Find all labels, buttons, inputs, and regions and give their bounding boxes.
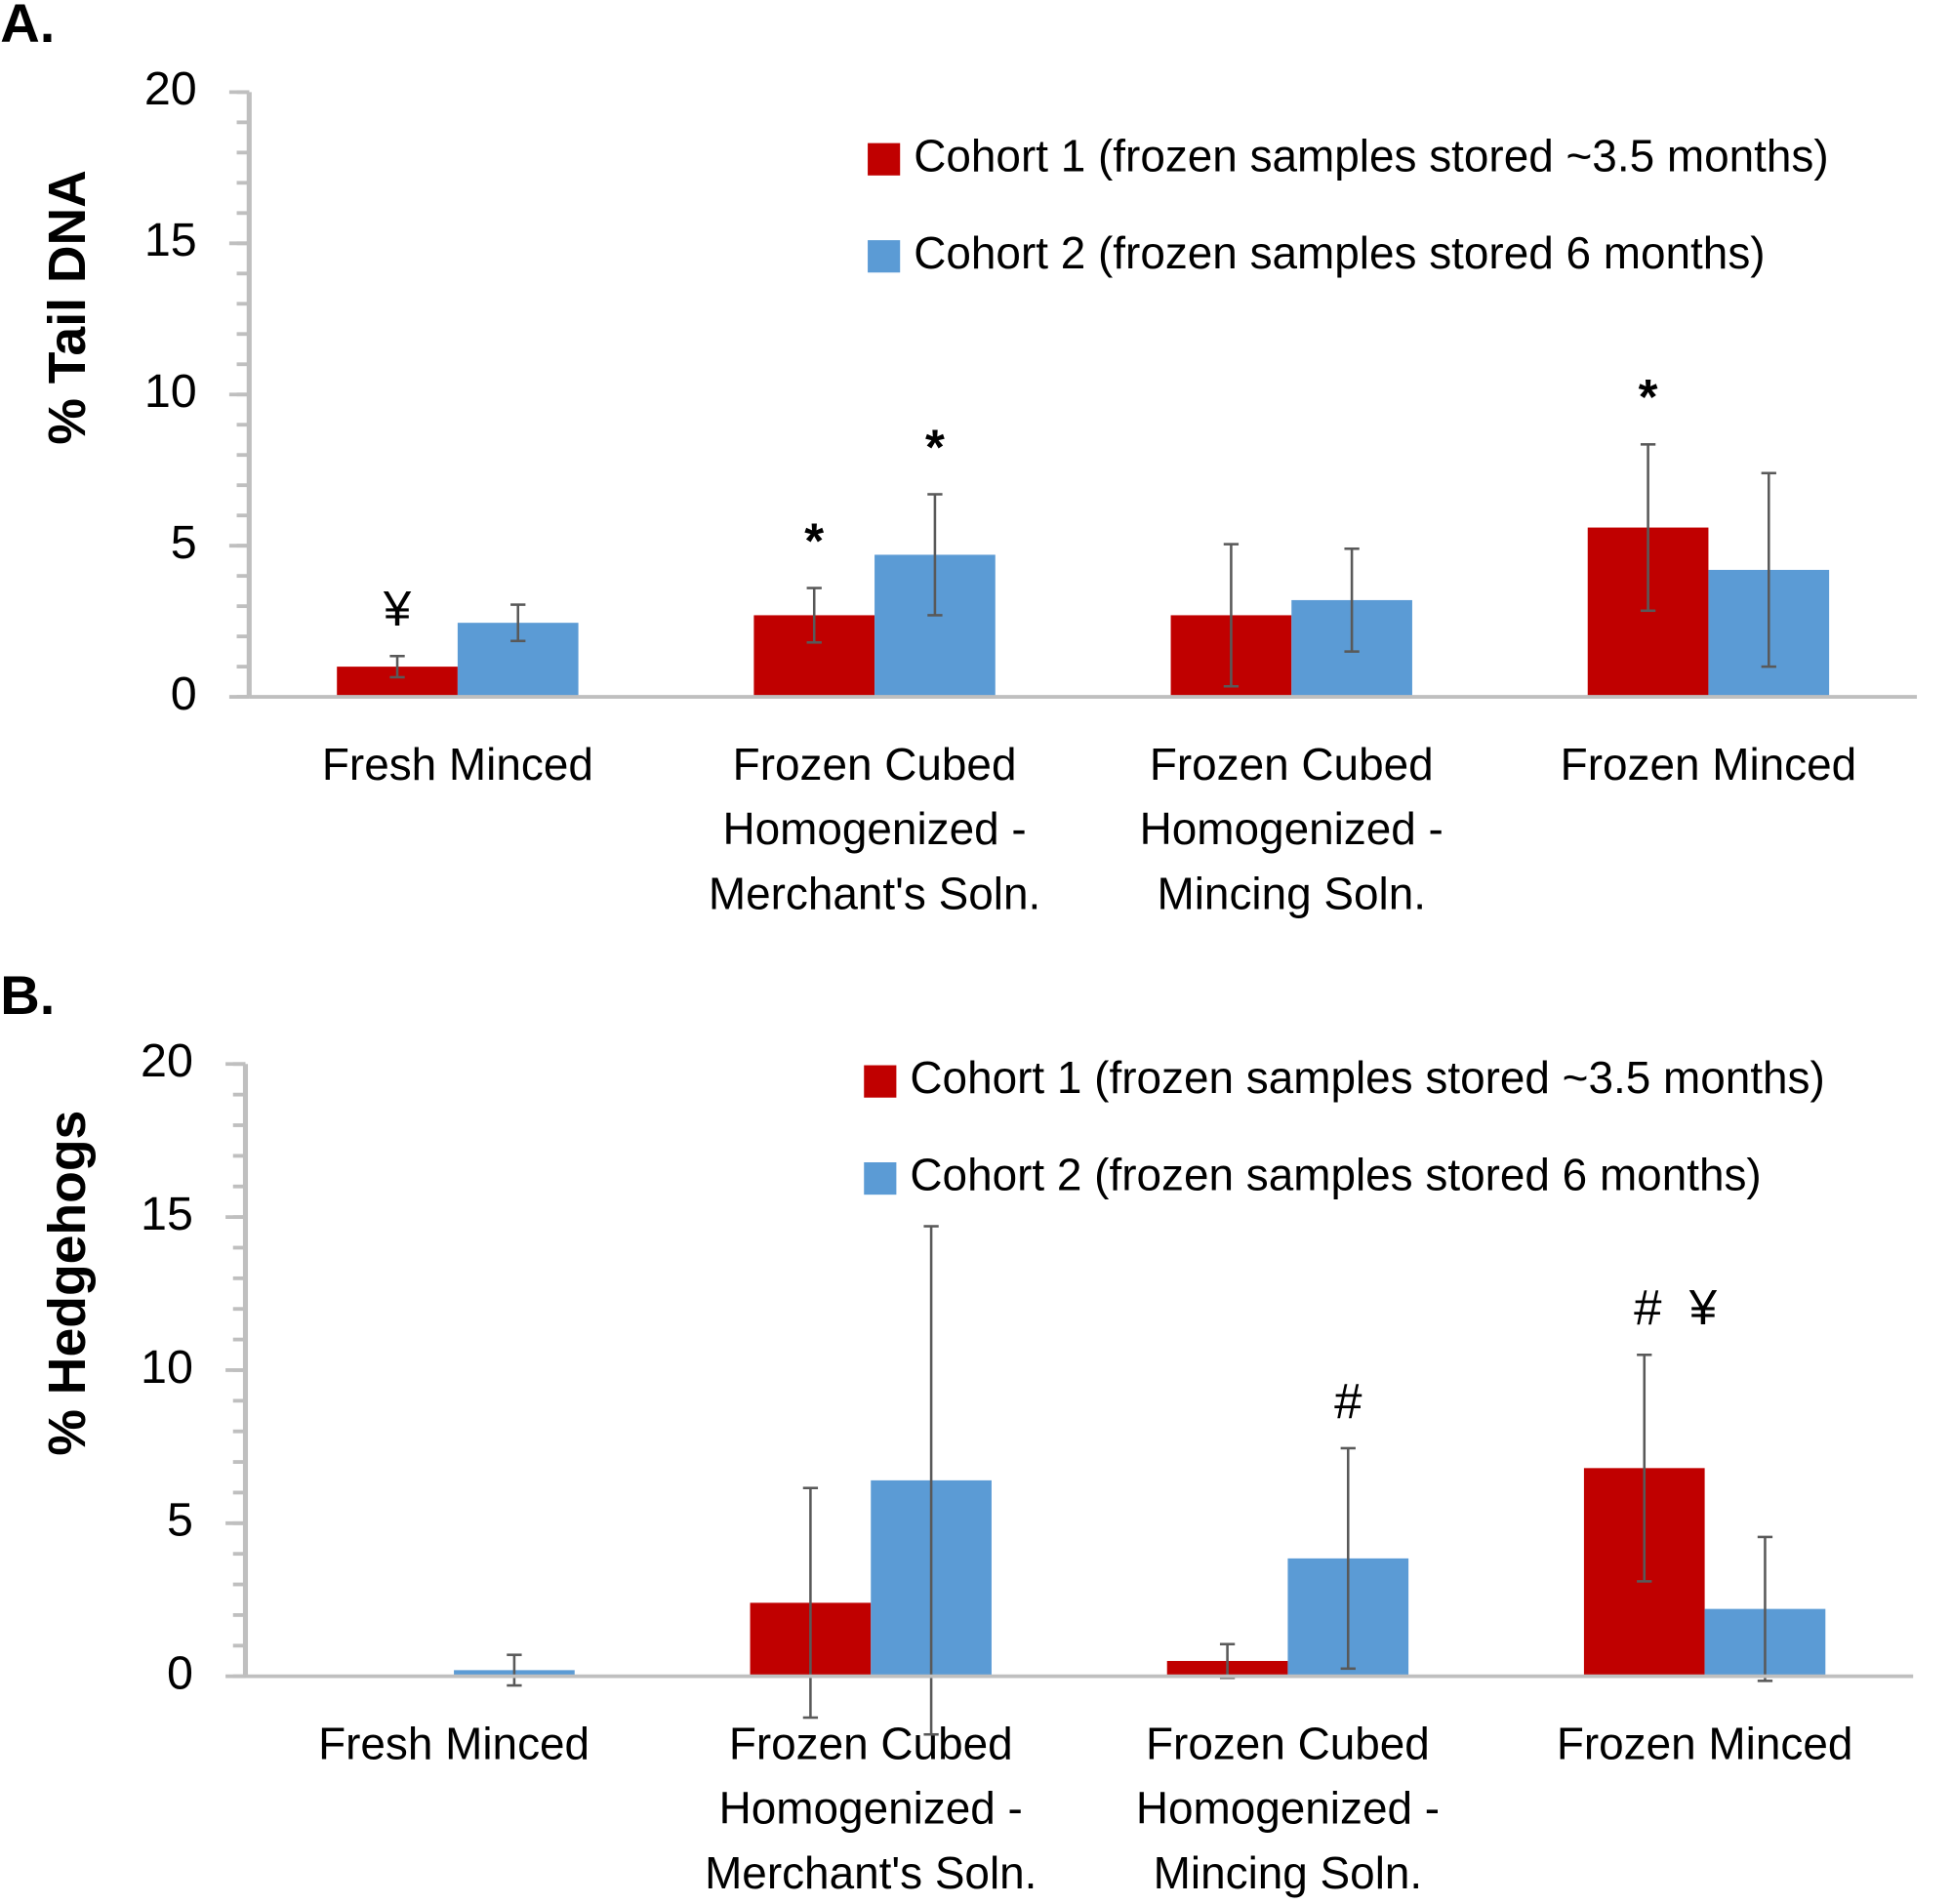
y-tick-label: 10 — [141, 1341, 193, 1394]
x-tick-label: Frozen Cubed Homogenized -Merchant's Soln… — [705, 1718, 1037, 1898]
panel-label: A. — [0, 0, 55, 54]
legend-swatch — [864, 1065, 897, 1098]
legend-label: Cohort 1 (frozen samples stored ~3.5 mon… — [910, 1052, 1824, 1103]
legend-swatch — [864, 1162, 897, 1195]
legend-label: Cohort 2 (frozen samples stored 6 months… — [914, 227, 1765, 278]
y-tick-label: 0 — [171, 668, 197, 720]
annotation: * — [1639, 369, 1658, 425]
y-tick-label: 10 — [144, 365, 197, 418]
annotation: # ¥ — [1634, 1279, 1718, 1335]
legend-swatch — [868, 142, 901, 176]
x-tick-label: Fresh Minced — [322, 739, 593, 790]
y-tick-label: 20 — [144, 62, 197, 115]
y-tick-label: 15 — [144, 214, 197, 266]
annotation: ¥ — [383, 581, 412, 636]
y-tick-label: 5 — [167, 1494, 193, 1547]
annotation: * — [804, 512, 824, 568]
y-axis-title: % Tail DNA — [39, 170, 97, 445]
annotation: # — [1334, 1373, 1362, 1429]
annotation: * — [925, 419, 945, 474]
y-tick-label: 20 — [141, 1034, 193, 1087]
x-tick-label: Fresh Minced — [318, 1718, 590, 1768]
legend-label: Cohort 2 (frozen samples stored 6 months… — [910, 1150, 1761, 1200]
y-axis-title: % Hedgehogs — [39, 1111, 97, 1456]
x-tick-label: Frozen Minced — [1561, 739, 1857, 790]
y-tick-label: 15 — [141, 1188, 193, 1240]
x-tick-label: Frozen Cubed Homogenized -Merchant's Soln… — [709, 739, 1040, 919]
legend-swatch — [868, 240, 901, 273]
y-tick-label: 0 — [167, 1646, 193, 1699]
legend-label: Cohort 1 (frozen samples stored ~3.5 mon… — [914, 130, 1828, 181]
x-tick-label: Frozen Cubed Homogenized -Mincing Soln. — [1136, 1718, 1440, 1898]
y-tick-label: 5 — [171, 516, 197, 569]
x-tick-label: Frozen Minced — [1557, 1718, 1853, 1768]
panel-label: B. — [0, 964, 55, 1026]
x-tick-label: Frozen Cubed Homogenized -Mincing Soln. — [1140, 739, 1444, 919]
